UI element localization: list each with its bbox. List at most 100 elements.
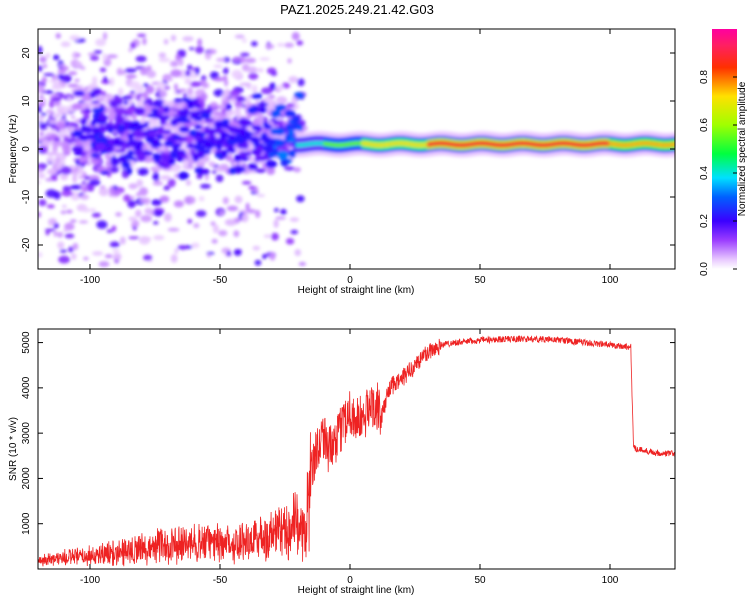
spectrogram-cell: [257, 155, 267, 162]
spectrogram-y-label: Frequency (Hz): [8, 115, 19, 184]
spectrogram-cell: [75, 158, 80, 165]
spectrogram-cell: [200, 93, 208, 101]
spectrogram-cell: [178, 57, 184, 67]
spectrogram-cell: [58, 255, 71, 264]
spectrogram-cell: [238, 156, 250, 162]
spectrogram-cell: [195, 210, 207, 218]
spectrogram-cell: [93, 50, 103, 54]
spectrogram-cell: [265, 159, 278, 169]
spectrogram-cell: [146, 85, 155, 95]
spectrogram-cell: [60, 41, 71, 48]
spectrogram-cell: [113, 94, 121, 101]
spectrogram-cell: [190, 81, 202, 88]
spectrogram-cell: [110, 158, 120, 167]
spectrogram-cell: [284, 42, 295, 48]
spectrogram-cell: [200, 168, 210, 176]
spectrogram-cell: [45, 109, 55, 114]
spectrogram-y-tick-label: -20: [21, 237, 32, 252]
spectrogram-cell: [219, 210, 225, 215]
spectrogram-x-label: Height of straight line (km): [298, 285, 415, 296]
spectrogram-cell: [39, 56, 47, 63]
spectrogram-cell: [99, 67, 107, 73]
spectrogram-cell: [162, 100, 169, 107]
snr-series-line: [38, 334, 675, 567]
spectrogram-cell: [78, 134, 90, 142]
spectrogram-cell: [275, 106, 284, 112]
spectrogram-cell: [219, 163, 229, 170]
spectrogram-cell: [261, 87, 273, 95]
spectrogram-cell: [151, 139, 161, 146]
spectrogram-cell: [189, 47, 195, 51]
spectrogram-cell: [60, 74, 72, 83]
colorbar: 0.0 0.2 0.4 0.6 0.8 Normalized spectral ampl…: [699, 29, 748, 276]
spectrogram-cell: [183, 195, 196, 205]
spectrogram-cell: [215, 137, 225, 145]
spectrogram-cell: [117, 87, 124, 96]
spectrogram-cell: [185, 69, 191, 77]
spectrogram-cell: [47, 218, 56, 225]
spectrogram-cell: [163, 185, 171, 191]
spectrogram-cell: [69, 142, 75, 147]
spectrogram-cell: [234, 109, 242, 117]
spectrogram-cell: [248, 185, 257, 190]
spectrogram-cell: [290, 229, 299, 235]
spectrogram-cell: [42, 146, 48, 154]
spectrogram-cell: [91, 126, 100, 134]
spectrogram-cell: [173, 200, 184, 208]
spectrogram-cell: [41, 138, 50, 146]
spectrogram-cell: [256, 194, 266, 198]
snr-y-axis: 1000 2000 3000 4000 5000: [21, 331, 675, 535]
spectrogram-cell: [213, 89, 225, 97]
spectrogram-cell: [288, 75, 299, 84]
spectrogram-x-axis: -100 -50 0 50 100: [80, 29, 619, 286]
spectrogram-cell: [210, 101, 218, 108]
spectrogram-cell: [52, 145, 58, 152]
spectrogram-cell: [206, 108, 213, 114]
spectrogram-cell: [133, 220, 140, 228]
spectrogram-cell: [197, 38, 203, 47]
spectrogram-cell: [218, 230, 228, 237]
spectrogram-cell: [181, 97, 191, 103]
spectrogram-cell: [222, 67, 229, 75]
spectrogram-cell: [38, 84, 45, 93]
spectrogram-cell: [175, 54, 181, 62]
spectrogram-cell: [287, 58, 292, 64]
spectrogram-cell: [158, 57, 171, 63]
spectrogram-cell: [147, 113, 157, 118]
spectrogram-cell: [51, 176, 58, 181]
spectrogram-cell: [234, 249, 242, 253]
spectrogram-cell: [163, 105, 170, 114]
spectrogram-cell: [167, 178, 176, 188]
spectrogram-cell: [181, 126, 190, 132]
spectrogram-cell: [250, 137, 261, 145]
spectrogram-cell: [239, 82, 252, 87]
spectrogram-cell: [226, 250, 231, 257]
spectrogram-cell: [146, 70, 157, 79]
spectrogram-cell: [140, 117, 146, 124]
spectrogram-cell: [160, 175, 172, 181]
spectrogram-cell: [158, 52, 167, 58]
spectrogram-cell: [78, 171, 85, 175]
colorbar-gradient: [712, 29, 737, 269]
spectrogram-cell: [255, 145, 264, 152]
spectrogram-cell: [284, 134, 292, 140]
spectrogram-cell: [147, 117, 159, 124]
spectrogram-cell: [225, 109, 235, 117]
spectrogram-cell: [296, 40, 304, 46]
spectrogram-cell: [153, 235, 165, 241]
spectrogram-cell: [142, 37, 147, 46]
spectrogram-y-tick-label: 20: [21, 47, 32, 59]
spectrogram-cell: [125, 74, 137, 79]
spectrogram-cell: [234, 34, 245, 39]
spectrogram-cell: [216, 57, 226, 62]
spectrogram-cell: [128, 47, 133, 53]
spectrogram-cell: [297, 78, 305, 87]
spectrogram-cell: [129, 81, 141, 90]
spectrogram-cell: [67, 83, 80, 88]
spectrogram-cell: [150, 108, 159, 113]
spectrogram-cell: [102, 96, 109, 105]
spectrogram-cell: [159, 119, 167, 126]
spectrogram-cell: [87, 52, 97, 57]
spectrogram-cell: [250, 41, 258, 47]
spectrogram-cell: [266, 166, 276, 175]
